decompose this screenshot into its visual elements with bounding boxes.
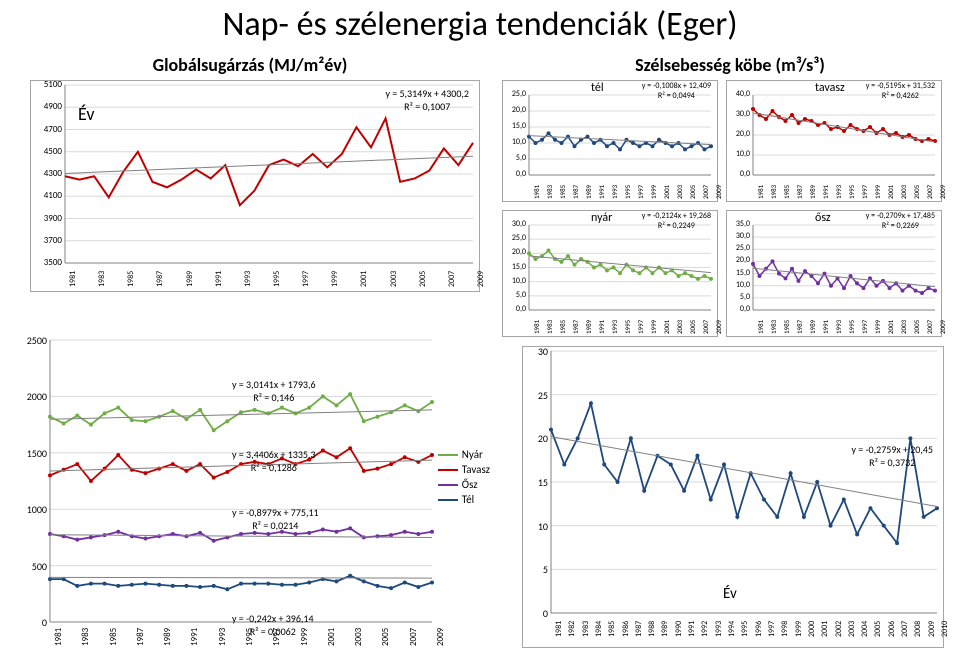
legend-item: Ősz bbox=[438, 478, 490, 491]
annual-label: Év bbox=[723, 585, 737, 603]
annual-label: Év bbox=[78, 103, 95, 125]
legend-item: Nyár bbox=[438, 448, 490, 461]
season-label: ősz bbox=[815, 211, 831, 225]
chart-ws-annual: 0510152025301981198219831984198519861987… bbox=[522, 346, 944, 648]
legend-item: Tél bbox=[438, 493, 490, 506]
chart-ws-tavasz: 0,010,020,030,040,0198119831985198719891… bbox=[726, 80, 942, 202]
right-subtitle: Szélsebesség köbe (m³/s³) bbox=[520, 54, 940, 76]
chart-gs-annual: 3500370039004100430045004700490051001981… bbox=[30, 80, 480, 292]
season-label: nyár bbox=[591, 211, 612, 225]
chart-ws-osz: 0,05,010,015,020,025,030,035,01981198319… bbox=[726, 210, 942, 337]
chart-gs-seasons: 0500100015002000250019811983198519871989… bbox=[12, 336, 492, 656]
left-subtitle: Globálsugárzás (MJ/m²év) bbox=[40, 54, 460, 76]
chart-ws-tel: 0,05,010,015,020,025,0198119831985198719… bbox=[502, 80, 718, 202]
legend-item: Tavasz bbox=[438, 463, 490, 476]
chart-ws-nyar: 0,05,010,015,020,025,030,019811983198519… bbox=[502, 210, 718, 337]
season-label: tél bbox=[591, 81, 604, 95]
page-title: Nap- és szélenergia tendenciák (Eger) bbox=[0, 4, 960, 45]
season-label: tavasz bbox=[815, 81, 845, 95]
